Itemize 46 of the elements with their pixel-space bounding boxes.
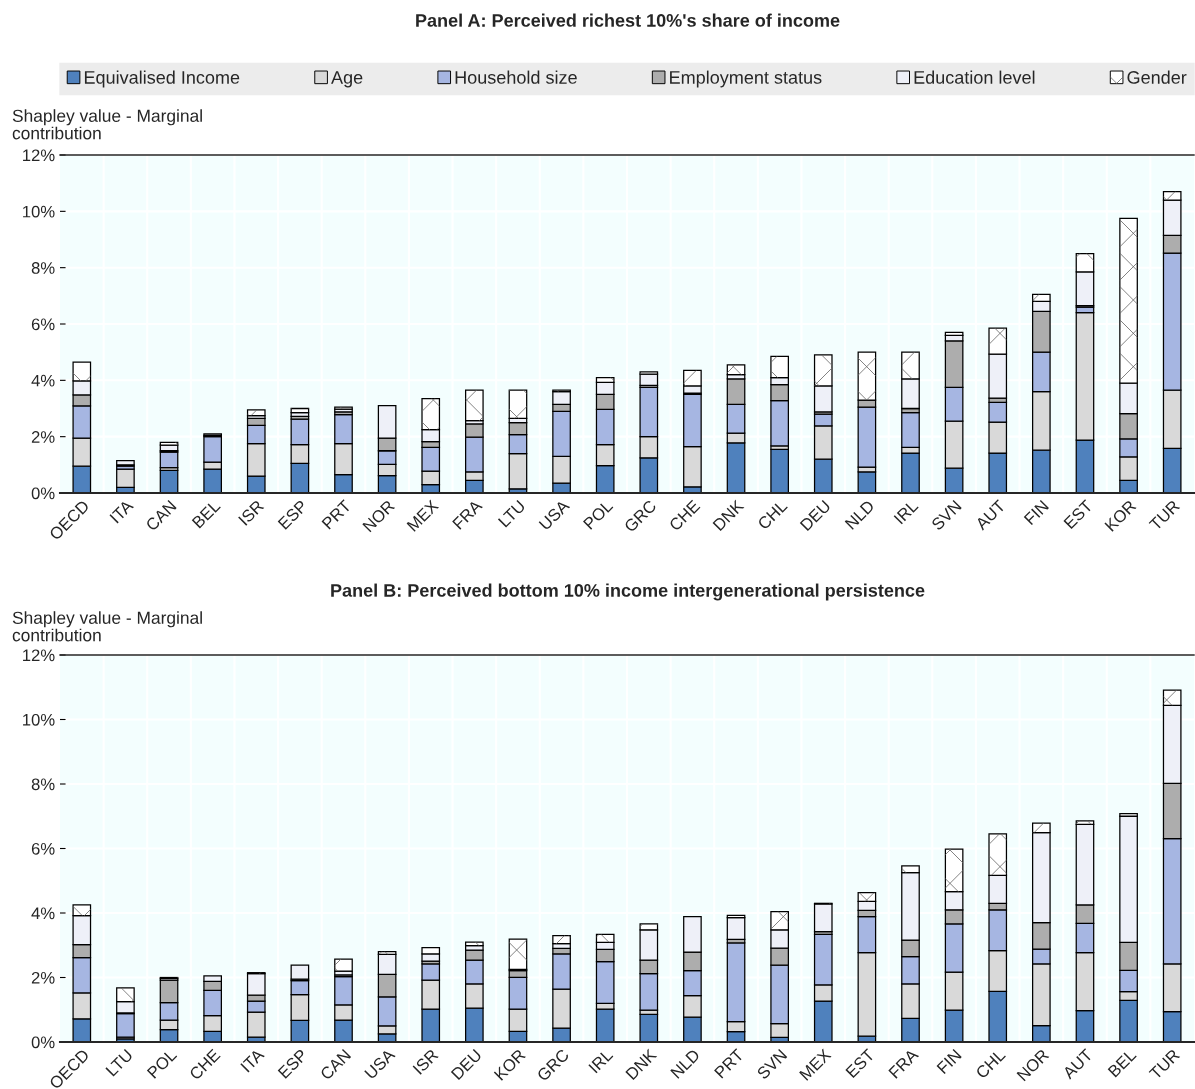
x-tick-label: FRA <box>452 499 483 530</box>
y-axis-title: Shapley value - Marginal contribution <box>12 109 202 140</box>
legend-label: Household size <box>455 70 577 84</box>
y-tick-label: 0% <box>31 1036 55 1049</box>
y-tick-label: 8% <box>31 262 55 274</box>
x-tick-label: FIN <box>936 1048 962 1075</box>
x-tick-label: ITA <box>240 1048 265 1073</box>
x-tick-label: LTU <box>497 499 526 528</box>
x-tick-label: BEL <box>1107 1048 1137 1078</box>
x-tick-label: FRA <box>888 1048 920 1079</box>
x-tick-label: CHL <box>756 499 788 531</box>
y-tick-label: 10% <box>23 205 55 218</box>
y-tick-label: 12% <box>23 649 55 662</box>
x-tick-label: TUR <box>1148 1048 1181 1081</box>
y-tick-label: 4% <box>31 907 55 920</box>
x-tick-label: ISR <box>238 499 265 526</box>
y-tick-label: 8% <box>31 778 55 791</box>
legend-label: Education level <box>914 70 1035 84</box>
y-tick-label: 12% <box>23 149 55 162</box>
x-tick-label: ITA <box>109 499 134 524</box>
x-tick-label: LTU <box>105 1048 134 1077</box>
x-tick-label: IRL <box>588 1048 614 1074</box>
legend-label: Employment status <box>670 70 822 88</box>
chart-title: Panel B: Perceived bottom 10% income intergenerational persistence <box>331 583 925 601</box>
x-tick-label: USA <box>364 1047 396 1080</box>
chart-title: Panel A: Perceived richest 10%'s share of income <box>416 13 840 27</box>
x-tick-label: IRL <box>893 499 919 525</box>
y-tick-label: 6% <box>31 318 55 331</box>
y-axis-title: Shapley value - Marginal contribution <box>12 611 202 642</box>
y-tick-label: 2% <box>31 431 55 443</box>
x-tick-label: POL <box>146 1048 178 1079</box>
y-tick-label: 4% <box>31 374 55 387</box>
y-tick-label: 0% <box>31 487 55 500</box>
legend-label: Age <box>331 71 363 88</box>
legend-label: Equivalised Income <box>84 70 240 88</box>
legend-label: Gender <box>1127 70 1187 84</box>
x-tick-label: POL <box>582 499 614 530</box>
y-tick-label: 2% <box>31 971 55 984</box>
x-tick-label: TUR <box>1148 499 1181 532</box>
x-tick-label: USA <box>538 498 571 531</box>
x-tick-label: BEL <box>191 499 221 529</box>
x-tick-label: CHL <box>975 1048 1006 1080</box>
x-tick-label: ISR <box>412 1048 439 1075</box>
y-tick-label: 6% <box>31 842 55 855</box>
y-tick-label: 10% <box>23 713 55 726</box>
x-tick-label: FIN <box>1023 499 1049 526</box>
